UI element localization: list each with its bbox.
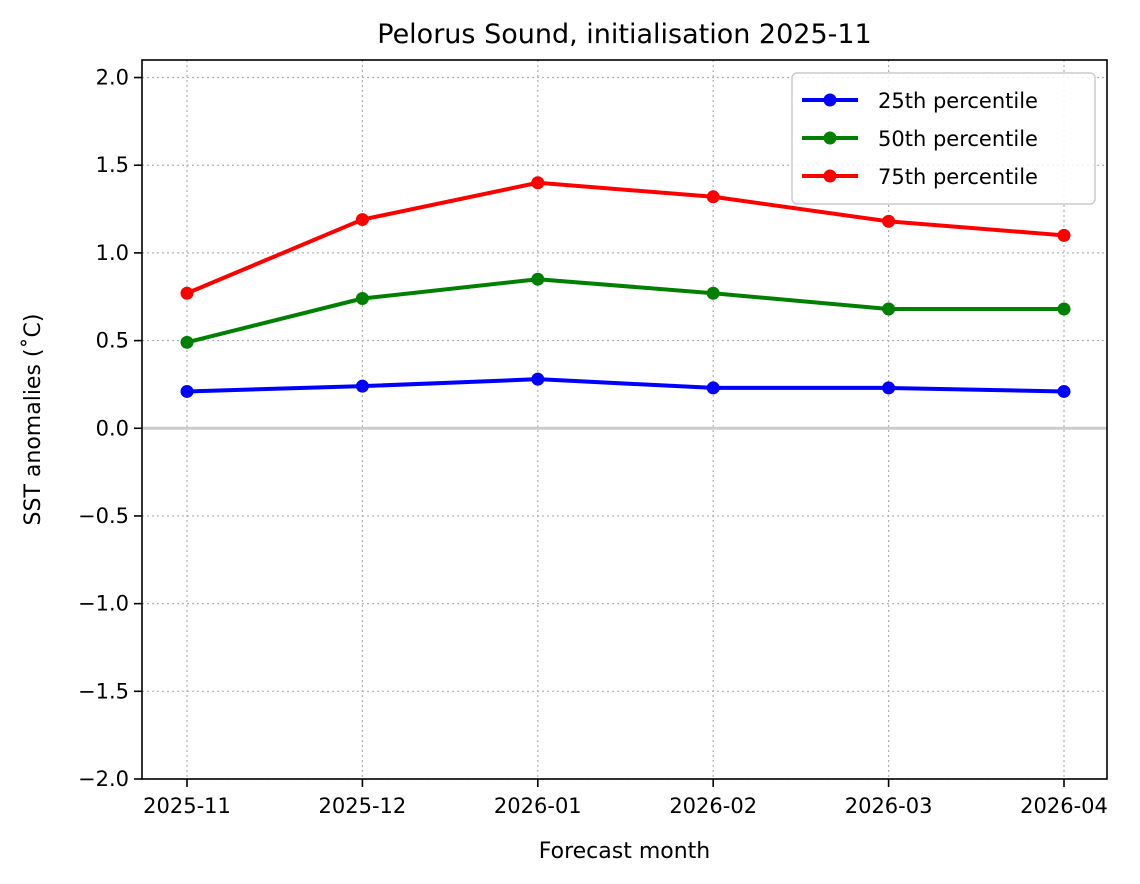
x-tick-label: 2026-04	[1020, 794, 1108, 818]
x-tick-label: 2025-12	[319, 794, 407, 818]
legend-label: 50th percentile	[878, 127, 1038, 151]
chart-title: Pelorus Sound, initialisation 2025-11	[377, 19, 871, 50]
y-tick-label: 0.0	[96, 416, 129, 440]
data-point	[180, 286, 194, 300]
y-tick-label: −1.0	[78, 592, 129, 616]
series-line	[185, 377, 1066, 394]
y-tick-label: 2.0	[96, 66, 129, 90]
data-point	[1057, 228, 1071, 242]
legend-swatch-marker	[823, 169, 837, 183]
data-point	[882, 381, 896, 395]
legend-label: 25th percentile	[878, 89, 1038, 113]
data-point	[355, 213, 369, 227]
x-tick-label: 2026-03	[845, 794, 933, 818]
data-point	[531, 176, 545, 190]
plot-area	[141, 59, 1108, 780]
data-point	[1057, 302, 1071, 316]
data-point	[355, 379, 369, 393]
y-tick-label: −1.5	[78, 679, 129, 703]
y-axis-label: SST anomalies (˚C)	[21, 314, 46, 526]
series-line	[185, 180, 1066, 296]
data-point	[180, 384, 194, 398]
series-line	[185, 277, 1066, 345]
y-tick-label: 1.5	[96, 153, 129, 177]
data-point	[1057, 384, 1071, 398]
y-tick-label: −2.0	[78, 767, 129, 791]
y-tick-label: −0.5	[78, 504, 129, 528]
data-point	[706, 286, 720, 300]
legend-label: 75th percentile	[878, 165, 1038, 189]
data-point	[706, 190, 720, 204]
y-axis: −2.0 −1.5 −1.0 −0.5 0.0 0.5 1.0 1.5 2.0	[78, 66, 142, 791]
data-point	[531, 272, 545, 286]
data-point	[531, 372, 545, 386]
data-point	[180, 335, 194, 349]
y-tick-label: 0.5	[96, 329, 129, 353]
x-axis-label: Forecast month	[539, 839, 711, 864]
series-group	[180, 176, 1071, 398]
x-tick-label: 2026-02	[669, 794, 757, 818]
legend: 25th percentile 50th percentile 75th perce…	[791, 72, 1096, 205]
data-point	[882, 214, 896, 228]
data-point	[355, 291, 369, 305]
y-tick-label: 1.0	[96, 241, 129, 265]
series	[180, 176, 1071, 300]
x-axis: 2025-11 2025-12 2026-01 2026-02 2026-03 2026-…	[143, 779, 1108, 818]
data-point	[706, 381, 720, 395]
x-tick-label: 2025-11	[143, 794, 231, 818]
series	[180, 272, 1071, 349]
legend-box	[791, 72, 1096, 205]
data-point	[882, 302, 896, 316]
series	[180, 372, 1071, 398]
x-tick-label: 2026-01	[494, 794, 582, 818]
legend-swatch-marker	[823, 93, 837, 107]
legend-swatch-marker	[823, 131, 837, 145]
